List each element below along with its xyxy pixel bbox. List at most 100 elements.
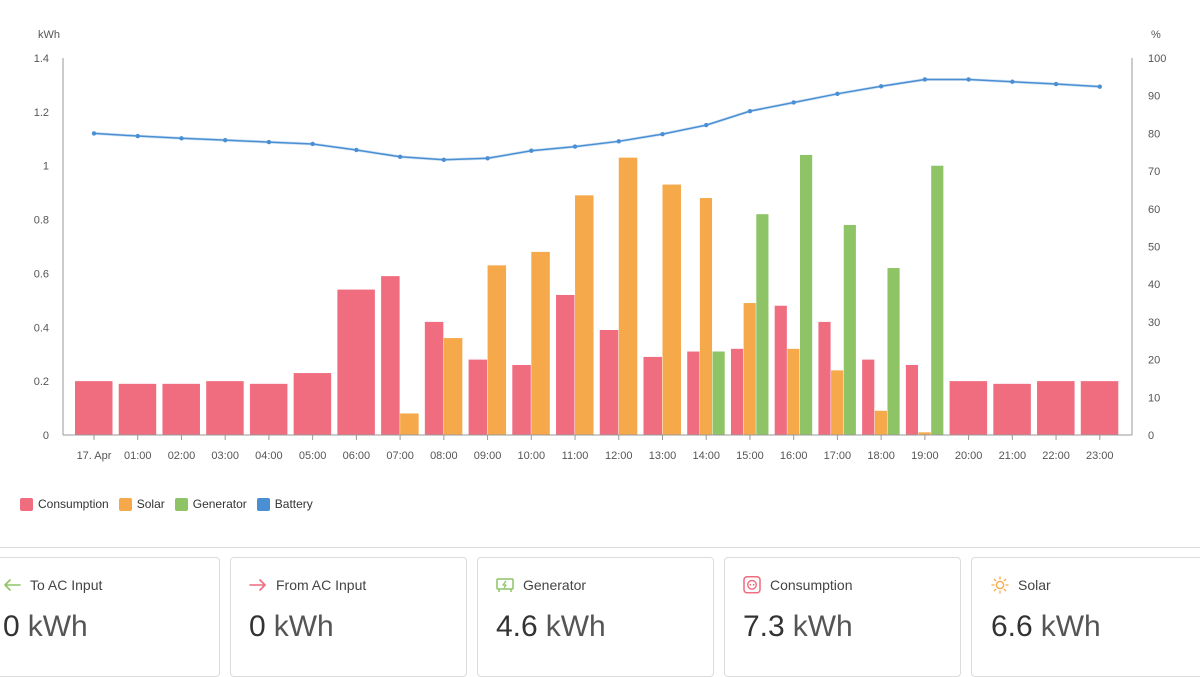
- bar-solar-7[interactable]: [400, 413, 419, 435]
- y-left-tick-label: 1.2: [34, 107, 49, 119]
- card-consumption: Consumption 7.3 kWh: [724, 557, 961, 677]
- arrow-right-icon: [249, 579, 266, 591]
- battery-point-9[interactable]: [485, 156, 490, 161]
- battery-point-10[interactable]: [529, 148, 534, 153]
- legend-item-battery[interactable]: Battery: [256, 497, 313, 511]
- battery-point-6[interactable]: [354, 147, 359, 153]
- x-tick-label: 06:00: [343, 450, 371, 462]
- battery-point-18[interactable]: [878, 84, 884, 89]
- bar-consumption-3[interactable]: [206, 381, 244, 435]
- bar-consumption-22[interactable]: [1037, 381, 1075, 435]
- battery-point-8[interactable]: [441, 157, 447, 162]
- bar-consumption-16[interactable]: [774, 305, 787, 435]
- card-value-to-ac-input: 0: [3, 610, 20, 643]
- battery-point-20[interactable]: [966, 77, 971, 82]
- battery-point-21[interactable]: [1010, 79, 1015, 84]
- bar-generator-17[interactable]: [843, 224, 856, 435]
- bar-solar-19[interactable]: [918, 432, 931, 435]
- battery-point-17[interactable]: [835, 91, 840, 97]
- bar-solar-10[interactable]: [531, 251, 550, 435]
- bar-consumption-2[interactable]: [162, 383, 200, 435]
- battery-point-7[interactable]: [397, 154, 403, 159]
- battery-point-15[interactable]: [747, 108, 753, 114]
- bar-consumption-21[interactable]: [993, 383, 1031, 435]
- battery-point-23[interactable]: [1097, 84, 1102, 89]
- card-label-solar: Solar: [1018, 577, 1051, 593]
- battery-point-22[interactable]: [1053, 81, 1059, 87]
- bar-generator-18[interactable]: [887, 268, 900, 435]
- bar-consumption-20[interactable]: [949, 381, 988, 435]
- section-divider: [0, 547, 1200, 548]
- legend-item-generator[interactable]: Generator: [174, 497, 247, 511]
- bar-consumption-15[interactable]: [730, 348, 744, 435]
- legend-item-solar[interactable]: Solar: [118, 497, 165, 511]
- bar-solar-14[interactable]: [699, 198, 713, 435]
- bar-solar-9[interactable]: [487, 265, 507, 435]
- bar-consumption-10[interactable]: [512, 364, 531, 435]
- y-right-tick-label: 50: [1148, 242, 1160, 254]
- x-tick-label: 01:00: [124, 450, 152, 462]
- battery-line[interactable]: [93, 78, 1100, 161]
- bar-solar-16[interactable]: [787, 348, 800, 435]
- battery-point-13[interactable]: [660, 131, 665, 137]
- bar-generator-14[interactable]: [712, 351, 725, 435]
- bar-solar-11[interactable]: [575, 195, 594, 435]
- legend-swatch-consumption: [20, 497, 33, 511]
- bar-consumption-1[interactable]: [118, 383, 157, 435]
- bar-consumption-0[interactable]: [75, 381, 113, 435]
- bar-solar-13[interactable]: [662, 184, 681, 435]
- battery-point-11[interactable]: [572, 144, 578, 149]
- y-right-tick-label: 60: [1148, 204, 1160, 216]
- bar-generator-15[interactable]: [756, 214, 769, 435]
- x-tick-label: 20:00: [955, 450, 983, 462]
- bar-consumption-6[interactable]: [337, 289, 375, 435]
- bar-solar-15[interactable]: [743, 303, 756, 435]
- bar-solar-8[interactable]: [443, 338, 463, 435]
- card-label-generator: Generator: [523, 577, 587, 593]
- x-tick-label: 02:00: [168, 450, 196, 462]
- battery-point-19[interactable]: [922, 77, 928, 82]
- x-tick-label: 03:00: [211, 450, 239, 462]
- legend-item-consumption[interactable]: Consumption: [20, 497, 109, 511]
- bar-consumption-13[interactable]: [643, 356, 662, 435]
- card-label-to-ac-input: To AC Input: [30, 577, 103, 593]
- bar-generator-19[interactable]: [931, 165, 944, 435]
- y-right-tick-label: 80: [1148, 128, 1160, 140]
- x-tick-label: 05:00: [299, 450, 327, 462]
- bar-consumption-12[interactable]: [599, 329, 619, 435]
- battery-point-5[interactable]: [310, 141, 315, 147]
- x-tick-label: 13:00: [649, 450, 677, 462]
- bar-consumption-9[interactable]: [468, 359, 488, 435]
- battery-point-2[interactable]: [179, 136, 184, 141]
- card-generator: Generator 4.6 kWh: [477, 557, 714, 677]
- y-right-tick-label: 0: [1148, 430, 1154, 442]
- x-tick-label: 14:00: [692, 450, 720, 462]
- bar-consumption-23[interactable]: [1080, 381, 1119, 435]
- battery-point-16[interactable]: [791, 100, 796, 105]
- arrow-left-icon: [4, 579, 21, 591]
- bar-solar-17[interactable]: [831, 370, 844, 435]
- legend-label-battery: Battery: [274, 497, 313, 511]
- bar-consumption-7[interactable]: [381, 276, 400, 435]
- bar-generator-16[interactable]: [800, 154, 813, 435]
- generator-icon: [496, 578, 514, 592]
- bar-consumption-11[interactable]: [556, 294, 575, 435]
- battery-point-0[interactable]: [91, 131, 97, 136]
- bar-solar-18[interactable]: [874, 410, 887, 435]
- battery-point-12[interactable]: [616, 139, 621, 144]
- battery-point-4[interactable]: [266, 139, 272, 145]
- bar-solar-12[interactable]: [618, 157, 638, 435]
- bar-consumption-4[interactable]: [249, 383, 288, 435]
- bar-consumption-8[interactable]: [424, 321, 444, 435]
- y-right-tick-label: 100: [1148, 53, 1166, 65]
- card-value-consumption: 7.3: [743, 610, 785, 643]
- bar-consumption-5[interactable]: [293, 373, 332, 435]
- card-value-solar: 6.6: [991, 610, 1033, 643]
- bar-consumption-18[interactable]: [862, 359, 875, 435]
- battery-point-3[interactable]: [222, 137, 228, 143]
- bar-consumption-19[interactable]: [905, 364, 919, 435]
- bar-consumption-17[interactable]: [818, 321, 831, 435]
- battery-point-14[interactable]: [704, 122, 709, 128]
- bar-consumption-14[interactable]: [687, 351, 700, 435]
- battery-point-1[interactable]: [135, 133, 140, 139]
